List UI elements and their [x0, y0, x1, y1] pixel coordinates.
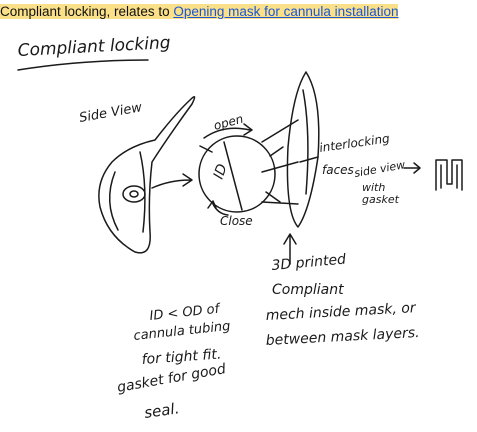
- mask-port-outer: [122, 185, 146, 203]
- ring-rays: [199, 145, 284, 203]
- id-od-line-3: for tight fit.: [141, 346, 222, 368]
- mask-front-curve: [109, 171, 119, 231]
- port-arrow: [151, 173, 193, 189]
- mask-side-outline: [98, 96, 196, 254]
- side-view-arrow: [403, 162, 421, 174]
- mask-inner-line: [139, 151, 146, 233]
- printed-line-1: 3D printed: [271, 252, 347, 274]
- header-line: Compliant locking, relates to Opening ma…: [0, 3, 399, 21]
- open-label: open: [212, 112, 245, 133]
- printed-line-2: Compliant: [272, 282, 344, 298]
- gasket-line-1: gasket for good: [116, 361, 227, 396]
- interlock-inner: [440, 164, 458, 189]
- header-text: Compliant locking, relates to: [0, 4, 174, 19]
- with-label: with: [362, 181, 385, 194]
- interlocking-label: interlocking: [318, 131, 390, 155]
- sketch-title: Compliant locking: [17, 33, 171, 61]
- id-od-line-2: cannula tubing: [133, 319, 231, 344]
- side-view-label: Side View: [78, 100, 143, 126]
- gasket-label: gasket: [362, 193, 400, 206]
- close-arrow: [207, 200, 229, 216]
- gasket-line-2: seal.: [143, 399, 180, 422]
- open-arrow: [203, 123, 253, 139]
- mask-port-inner: [129, 190, 139, 198]
- diameter-line: [223, 141, 243, 211]
- handwritten-sketch: Compliant locking Side View open ID Clos…: [17, 33, 463, 422]
- opening-mask-link[interactable]: Opening mask for cannula installation: [173, 4, 399, 19]
- interlock-profile: [435, 159, 463, 191]
- faces-label: faces: [322, 163, 354, 177]
- locking-ring: [198, 135, 276, 213]
- printed-line-3: mech inside mask, or: [265, 300, 417, 324]
- id-label: ID: [211, 162, 231, 182]
- mask-connector-lines: [261, 119, 299, 205]
- faces-arrow: [299, 156, 319, 163]
- printed-line-4: between mask layers.: [265, 325, 420, 349]
- title-underline: [17, 59, 149, 71]
- mask-front-inner: [302, 89, 309, 195]
- mask-front-outline: [286, 71, 320, 228]
- side-view-right-label: side view: [353, 158, 406, 180]
- close-label: Close: [220, 214, 253, 228]
- printed-arrow: [283, 233, 297, 265]
